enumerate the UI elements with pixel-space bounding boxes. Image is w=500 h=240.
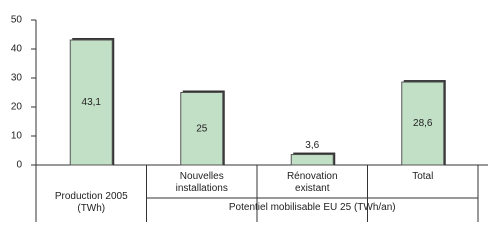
y-tick-label: 30	[11, 73, 23, 84]
value-label: 28,6	[413, 118, 433, 129]
x-tick-label: Production 2005 (TWh)	[54, 191, 128, 214]
x-tick-label: Total	[412, 171, 434, 182]
bar	[290, 154, 334, 166]
value-label: 25	[196, 123, 208, 134]
chart-svg: 0 10 20 30 40 50 43,1 25 3,6 28,6	[11, 15, 488, 222]
group-label: Potentiel mobilisable EU 25 (TWh/an)	[228, 202, 396, 213]
y-tick-label: 10	[11, 131, 23, 142]
y-tick-label: 20	[11, 102, 23, 113]
chart: 0 10 20 30 40 50 43,1 25 3,6 28,6 Potentiel mobil…	[11, 15, 488, 222]
y-tick-label: 50	[11, 15, 23, 26]
y-tick-label: 40	[11, 44, 23, 55]
bar	[401, 81, 445, 166]
x-tick-label: Rénovation existant	[286, 171, 338, 194]
value-label: 3,6	[305, 140, 319, 151]
value-label: 43,1	[82, 97, 102, 108]
bar	[180, 92, 224, 166]
bar	[69, 39, 113, 166]
x-tick-label: Nouvelles installations	[175, 171, 228, 194]
y-tick-label: 0	[16, 160, 22, 171]
